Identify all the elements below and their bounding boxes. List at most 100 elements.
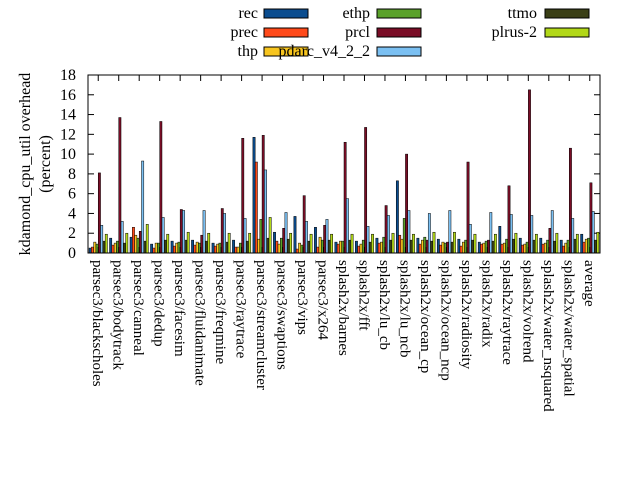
legend-swatch-ethp (376, 8, 422, 19)
bar-prec-splash2x/lu_cb (377, 242, 381, 254)
x-tick-label: splash2x/barnes (335, 260, 351, 356)
bar-plrus-2-parsec3/raytrace (248, 232, 252, 254)
bar-rec-splash2x/radix (477, 241, 481, 254)
y-axis: 0 2 4 6 8 10 12 14 16 18 (60, 67, 600, 262)
bar-ttmo-parsec3/swaptions (286, 238, 290, 254)
bar-rec-parsec3/canneal (129, 236, 133, 254)
bar-rec-parsec3/fluidanimate (191, 239, 194, 254)
x-tick-label: parsec3/vips (294, 260, 310, 335)
legend-swatch-prec (263, 27, 309, 38)
bar-plrus-2-splash2x/lu_ncb (412, 233, 415, 254)
y-tick-label: 6 (68, 186, 76, 203)
x-tick-label: parsec3/swaptions (274, 260, 290, 370)
legend: rec prec thp ethp prcl pdarc_v4_2_2 ttmo plrus-… (230, 5, 590, 60)
bar-pdarc_v4_2_2-splash2x/barnes (346, 198, 349, 254)
bar-prcl-splash2x/volrend (528, 89, 531, 254)
bar-rec-splash2x/barnes (334, 241, 338, 254)
bar-pdarc_v4_2_2-splash2x/volrend (530, 215, 534, 254)
bar-thp-splash2x/lu_cb (380, 241, 383, 254)
bar-rec-splash2x/raytrace (498, 226, 502, 254)
x-tick-label: splash2x/fft (356, 260, 372, 331)
bar-thp-parsec3/freqmine (216, 243, 220, 254)
bar-plrus-2-splash2x/water_nsquared (555, 232, 559, 254)
y-tick-label: 16 (60, 87, 76, 104)
y-tick-label: 14 (60, 107, 76, 124)
bar-pdarc_v4_2_2-parsec3/vips (305, 221, 308, 254)
bar-plrus-2-parsec3/x264 (330, 233, 333, 254)
bar-rec-splash2x/water_spatial (559, 239, 563, 254)
bar-thp-parsec3/swaptions (277, 243, 281, 254)
bar-rec-splash2x/water_nsquared (539, 237, 543, 254)
bar-rec-splash2x/fft (355, 240, 358, 254)
bar-pdarc_v4_2_2-parsec3/streamcluster (264, 169, 267, 254)
bar-rec-parsec3/swaptions (273, 231, 276, 254)
bar-plrus-2-splash2x/radix (494, 233, 497, 254)
bar-ttmo-splash2x/lu_cb (389, 239, 393, 254)
bar-pdarc_v4_2_2-parsec3/raytrace (243, 218, 247, 254)
bar-prcl-parsec3/freqmine (220, 208, 224, 254)
x-tick-label: splash2x/raytrace (499, 260, 515, 365)
bar-pdarc_v4_2_2-splash2x/radix (489, 212, 493, 254)
bar-prcl-splash2x/raytrace (507, 185, 511, 254)
bar-plrus-2-splash2x/radiosity (473, 233, 477, 254)
bar-plrus-2-parsec3/vips (309, 233, 313, 254)
y-axis-label: kdamond_cpu_util overhead (17, 73, 34, 256)
bar-pdarc_v4_2_2-parsec3/x264 (325, 219, 329, 254)
bar-ttmo-parsec3/vips (307, 240, 311, 254)
bar-rec-splash2x/lu_cb (375, 237, 379, 254)
bar-plrus-2-parsec3/bodytrack (125, 232, 129, 254)
bar-ttmo-parsec3/bodytrack (123, 242, 126, 254)
plot-frame (87, 74, 601, 254)
bar-plrus-2-average (596, 231, 600, 254)
bar-ttmo-parsec3/x264 (327, 239, 331, 254)
bar-ttmo-parsec3/canneal (143, 240, 147, 254)
bar-ttmo-splash2x/barnes (348, 239, 352, 254)
bar-ttmo-splash2x/ocean_ncp (450, 241, 454, 254)
bar-thp-parsec3/vips (298, 242, 301, 254)
y-tick-label: 4 (68, 205, 76, 222)
bar-pdarc_v4_2_2-splash2x/radiosity (468, 224, 472, 254)
bar-thp-parsec3/facesim (175, 242, 179, 254)
bar-prec-parsec3/streamcluster (254, 161, 258, 254)
bar-ttmo-splash2x/radiosity (471, 239, 475, 254)
bar-thp-splash2x/fft (359, 243, 363, 254)
bar-ttmo-splash2x/radix (491, 240, 495, 254)
bar-ttmo-parsec3/freqmine (225, 241, 229, 254)
x-tick-label: splash2x/radix (478, 260, 494, 348)
bar-plrus-2-splash2x/fft (371, 233, 374, 254)
bar-thp-splash2x/barnes (339, 240, 342, 254)
legend-label-prec: prec (230, 24, 258, 41)
x-tick-label: parsec3/facesim (171, 260, 187, 357)
x-tick-label: splash2x/ocean_ncp (437, 260, 453, 381)
x-tick-label: parsec3/canneal (130, 260, 146, 356)
bar-prcl-parsec3/facesim (179, 209, 183, 254)
bar-prec-parsec3/raytrace (234, 246, 238, 254)
bar-plrus-2-splash2x/lu_cb (391, 232, 395, 254)
bar-prcl-splash2x/fft (364, 127, 368, 254)
bar-pdarc_v4_2_2-parsec3/facesim (182, 210, 186, 254)
legend-swatch-thp (263, 46, 309, 57)
bar-prcl-parsec3/dedup (159, 121, 163, 254)
bars (88, 89, 600, 254)
bar-plrus-2-parsec3/swaptions (289, 232, 293, 254)
x-axis: parsec3/blackscholes parsec3/bodytrack par… (89, 75, 597, 412)
x-tick-label: splash2x/lu_cb (376, 260, 392, 350)
x-tick-label: parsec3/bodytrack (110, 260, 126, 370)
bar-pdarc_v4_2_2-parsec3/canneal (141, 160, 145, 254)
x-tick-label: parsec3/x264 (315, 260, 331, 340)
y-axis-label-unit: (percent) (37, 135, 54, 193)
bar-thp-parsec3/streamcluster (257, 238, 261, 254)
bar-prec-splash2x/water_nsquared (541, 243, 545, 254)
bar-ttmo-parsec3/blackscholes (102, 240, 106, 254)
bar-ttmo-average (594, 239, 597, 254)
legend-swatch-prcl (376, 27, 422, 38)
bar-thp-average (584, 238, 588, 254)
bar-thp-parsec3/dedup (154, 242, 158, 254)
bar-plrus-2-parsec3/canneal (145, 224, 149, 254)
bar-thp-parsec3/fluidanimate (195, 241, 199, 254)
bar-rec-splash2x/volrend (518, 237, 522, 254)
x-tick-label: parsec3/blackscholes (89, 260, 105, 387)
bar-thp-splash2x/ocean_ncp (441, 241, 445, 254)
bar-pdarc_v4_2_2-splash2x/raytrace (509, 214, 513, 254)
